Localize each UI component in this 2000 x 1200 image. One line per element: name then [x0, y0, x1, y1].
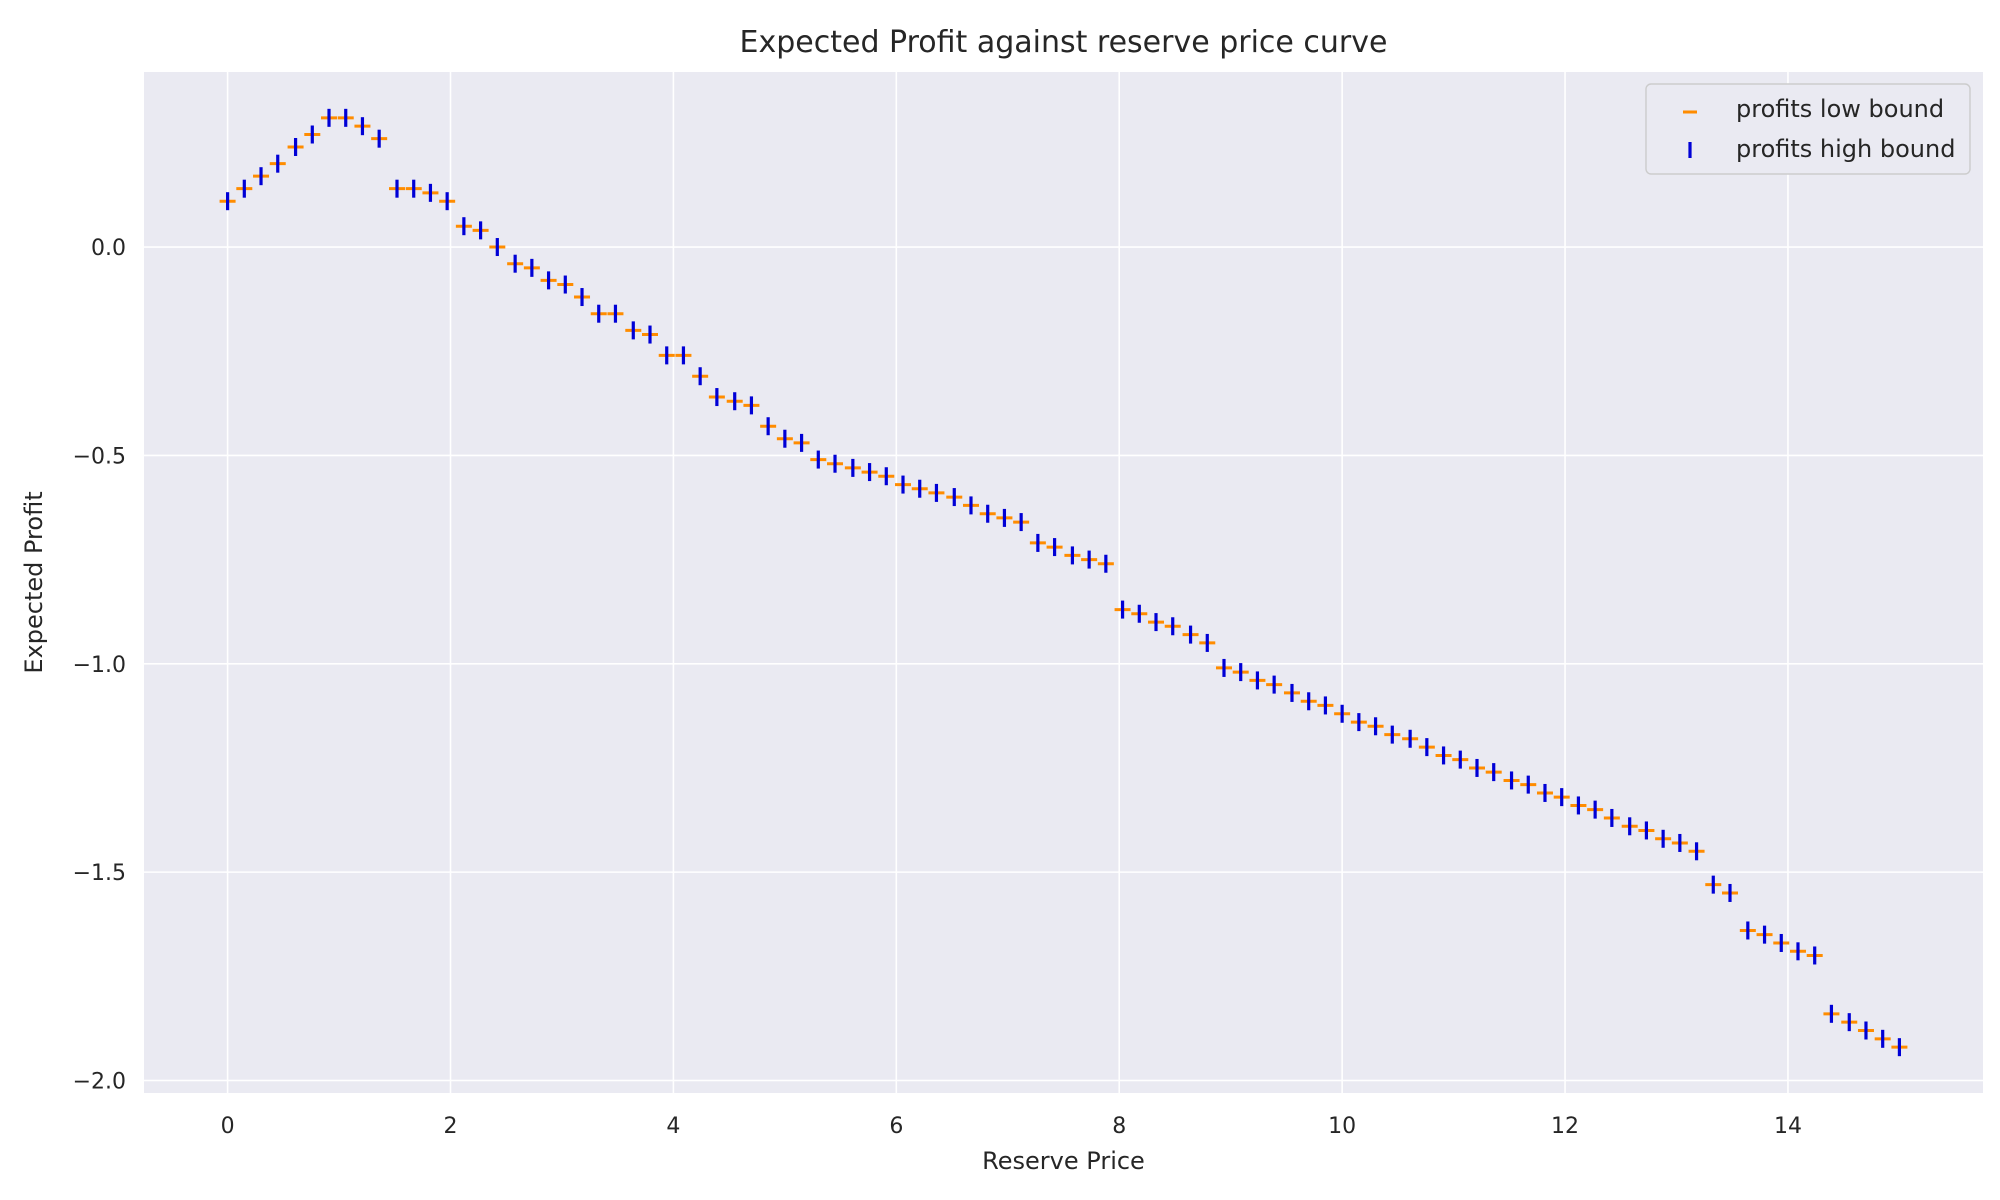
x-axis-ticks: 0 2 4 6 8 10 12 14	[221, 1114, 1802, 1139]
y-axis-ticks: 0.0 −0.5 −1.0 −1.5 −2.0	[73, 236, 126, 1094]
y-tick-label: −1.5	[73, 861, 126, 886]
legend-box	[1645, 83, 1971, 175]
legend: profits low bound profits high bound	[1645, 83, 1971, 175]
y-axis-label: Expected Profit	[20, 491, 48, 673]
data-markers	[219, 108, 1908, 1057]
chart-title: Expected Profit against reserve price cu…	[740, 25, 1388, 60]
x-tick-label: 6	[889, 1114, 903, 1139]
legend-label-low-bound: profits low bound	[1736, 95, 1944, 123]
x-tick-label: 14	[1774, 1114, 1802, 1139]
plot-area	[144, 72, 1983, 1093]
x-tick-label: 4	[666, 1114, 680, 1139]
x-tick-label: 8	[1112, 1114, 1126, 1139]
y-tick-label: 0.0	[91, 236, 126, 261]
x-tick-label: 2	[444, 1114, 458, 1139]
x-tick-label: 12	[1551, 1114, 1579, 1139]
legend-label-high-bound: profits high bound	[1736, 135, 1955, 163]
y-tick-label: −2.0	[73, 1069, 126, 1094]
y-tick-label: −1.0	[73, 653, 126, 678]
gridlines	[144, 72, 1983, 1093]
series-high-bound	[225, 108, 1902, 1057]
x-tick-label: 0	[221, 1114, 235, 1139]
y-tick-label: −0.5	[73, 444, 126, 469]
x-tick-label: 10	[1328, 1114, 1356, 1139]
x-axis-label: Reserve Price	[982, 1147, 1145, 1175]
